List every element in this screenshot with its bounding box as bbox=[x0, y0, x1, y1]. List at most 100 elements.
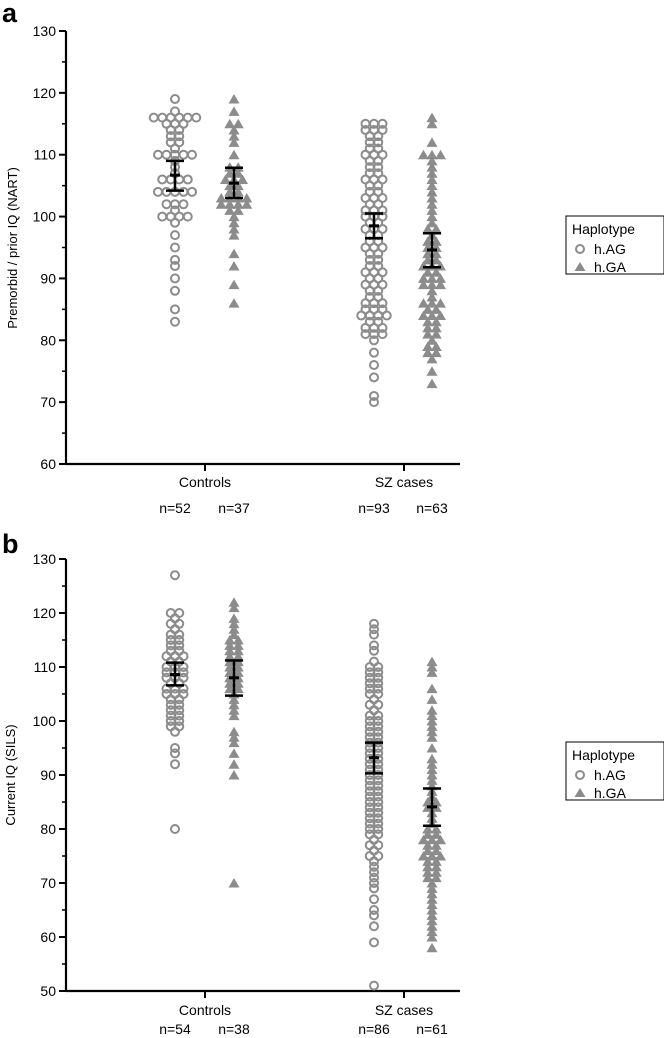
data-point-triangle bbox=[228, 613, 240, 623]
data-point-triangle bbox=[422, 861, 434, 872]
data-point-triangle bbox=[426, 732, 438, 742]
data-point-circle bbox=[174, 131, 185, 142]
data-point-triangle bbox=[430, 223, 442, 234]
data-point-circle bbox=[373, 818, 384, 829]
data-point-circle bbox=[170, 242, 180, 253]
y-tick-label: 70 bbox=[40, 875, 56, 891]
data-point-triangle bbox=[228, 629, 240, 640]
data-point-circle bbox=[170, 143, 180, 154]
data-point-triangle bbox=[426, 199, 438, 209]
data-point-triangle bbox=[232, 186, 244, 197]
data-point-triangle bbox=[430, 797, 442, 807]
data-point-circle bbox=[369, 980, 379, 991]
data-point-circle bbox=[373, 786, 384, 797]
legend: Haplotype h.AG h.GA bbox=[565, 741, 664, 801]
data-point-circle bbox=[182, 174, 193, 185]
data-point-triangle bbox=[232, 118, 244, 129]
panel-letter: b bbox=[2, 529, 19, 559]
data-point-triangle bbox=[435, 149, 446, 160]
data-point-triangle bbox=[224, 118, 236, 129]
data-point-triangle bbox=[228, 124, 240, 135]
data-point-circle bbox=[356, 310, 367, 321]
data-point-triangle bbox=[422, 304, 434, 314]
data-point-circle bbox=[178, 667, 189, 678]
data-points bbox=[148, 94, 446, 408]
n-label: n=61 bbox=[416, 1021, 448, 1037]
data-point-triangle bbox=[426, 662, 438, 672]
data-point-circle bbox=[377, 118, 388, 129]
data-point-triangle bbox=[435, 834, 446, 845]
y-tick-label: 60 bbox=[40, 929, 56, 945]
data-point-circle bbox=[170, 759, 180, 770]
data-point-circle bbox=[369, 347, 379, 358]
data-point-triangle bbox=[426, 211, 438, 222]
data-point-circle bbox=[373, 180, 384, 191]
y-tick-label: 90 bbox=[40, 767, 56, 783]
data-point-triangle bbox=[426, 942, 438, 953]
data-point-circle bbox=[148, 112, 159, 123]
data-point-circle bbox=[373, 813, 384, 824]
data-point-triangle bbox=[430, 872, 442, 883]
data-point-triangle bbox=[426, 656, 438, 667]
category-label-sz-cases: SZ cases bbox=[375, 1002, 433, 1018]
data-point-circle bbox=[191, 112, 202, 123]
data-point-triangle bbox=[426, 683, 438, 694]
data-point-triangle bbox=[426, 899, 438, 910]
data-point-circle bbox=[369, 872, 379, 883]
data-point-triangle bbox=[228, 217, 240, 228]
data-point-circle bbox=[373, 248, 384, 259]
data-point-triangle bbox=[430, 267, 442, 277]
data-point-circle bbox=[170, 230, 180, 241]
data-point-circle bbox=[373, 678, 384, 689]
n-label: n=54 bbox=[159, 1021, 191, 1037]
data-point-triangle bbox=[215, 199, 227, 209]
data-point-triangle bbox=[422, 254, 434, 265]
data-point-triangle bbox=[228, 878, 240, 888]
data-point-circle bbox=[174, 716, 185, 726]
data-point-triangle bbox=[228, 726, 240, 737]
y-tick-label: 110 bbox=[34, 147, 57, 163]
data-point-circle bbox=[170, 94, 180, 105]
y-tick-label: 70 bbox=[40, 394, 56, 410]
data-point-triangle bbox=[422, 856, 434, 866]
data-point-circle bbox=[373, 672, 384, 683]
data-point-circle bbox=[174, 694, 185, 705]
data-point-triangle bbox=[422, 329, 434, 339]
data-point-triangle bbox=[422, 824, 434, 834]
y-tick-label: 60 bbox=[40, 456, 56, 472]
data-point-triangle bbox=[228, 211, 240, 222]
y-tick-label: 90 bbox=[40, 270, 56, 286]
data-point-triangle bbox=[224, 640, 236, 650]
data-point-circle bbox=[373, 662, 384, 672]
data-point-triangle bbox=[426, 155, 438, 166]
data-point-triangle bbox=[426, 770, 438, 780]
data-point-triangle bbox=[228, 705, 240, 715]
data-point-triangle bbox=[426, 279, 438, 290]
data-point-triangle bbox=[426, 915, 438, 926]
data-point-triangle bbox=[228, 748, 240, 758]
data-point-circle bbox=[373, 824, 384, 834]
y-tick-label: 110 bbox=[34, 659, 57, 675]
panel-letter: a bbox=[2, 0, 18, 28]
data-point-triangle bbox=[426, 205, 438, 215]
data-point-triangle bbox=[232, 645, 244, 656]
data-point-circle bbox=[170, 254, 180, 265]
data-point-circle bbox=[153, 149, 163, 160]
n-label: n=37 bbox=[218, 500, 250, 516]
data-point-triangle bbox=[426, 743, 438, 753]
y-tick-label: 80 bbox=[40, 332, 56, 348]
data-point-triangle bbox=[232, 683, 244, 694]
legend-marker-triangle bbox=[574, 788, 586, 797]
data-point-triangle bbox=[422, 840, 434, 850]
data-point-circle bbox=[369, 921, 379, 932]
axes: 60 70 80 90 100 110 120 130 bbox=[33, 23, 460, 472]
data-point-triangle bbox=[224, 180, 236, 191]
data-point-circle bbox=[174, 174, 185, 185]
y-tick-label: 130 bbox=[33, 551, 57, 567]
data-point-circle bbox=[369, 905, 379, 915]
data-point-triangle bbox=[426, 298, 438, 308]
data-point-circle bbox=[170, 726, 180, 737]
data-point-circle bbox=[373, 716, 384, 726]
data-point-triangle bbox=[430, 829, 442, 839]
data-point-circle bbox=[369, 894, 379, 905]
